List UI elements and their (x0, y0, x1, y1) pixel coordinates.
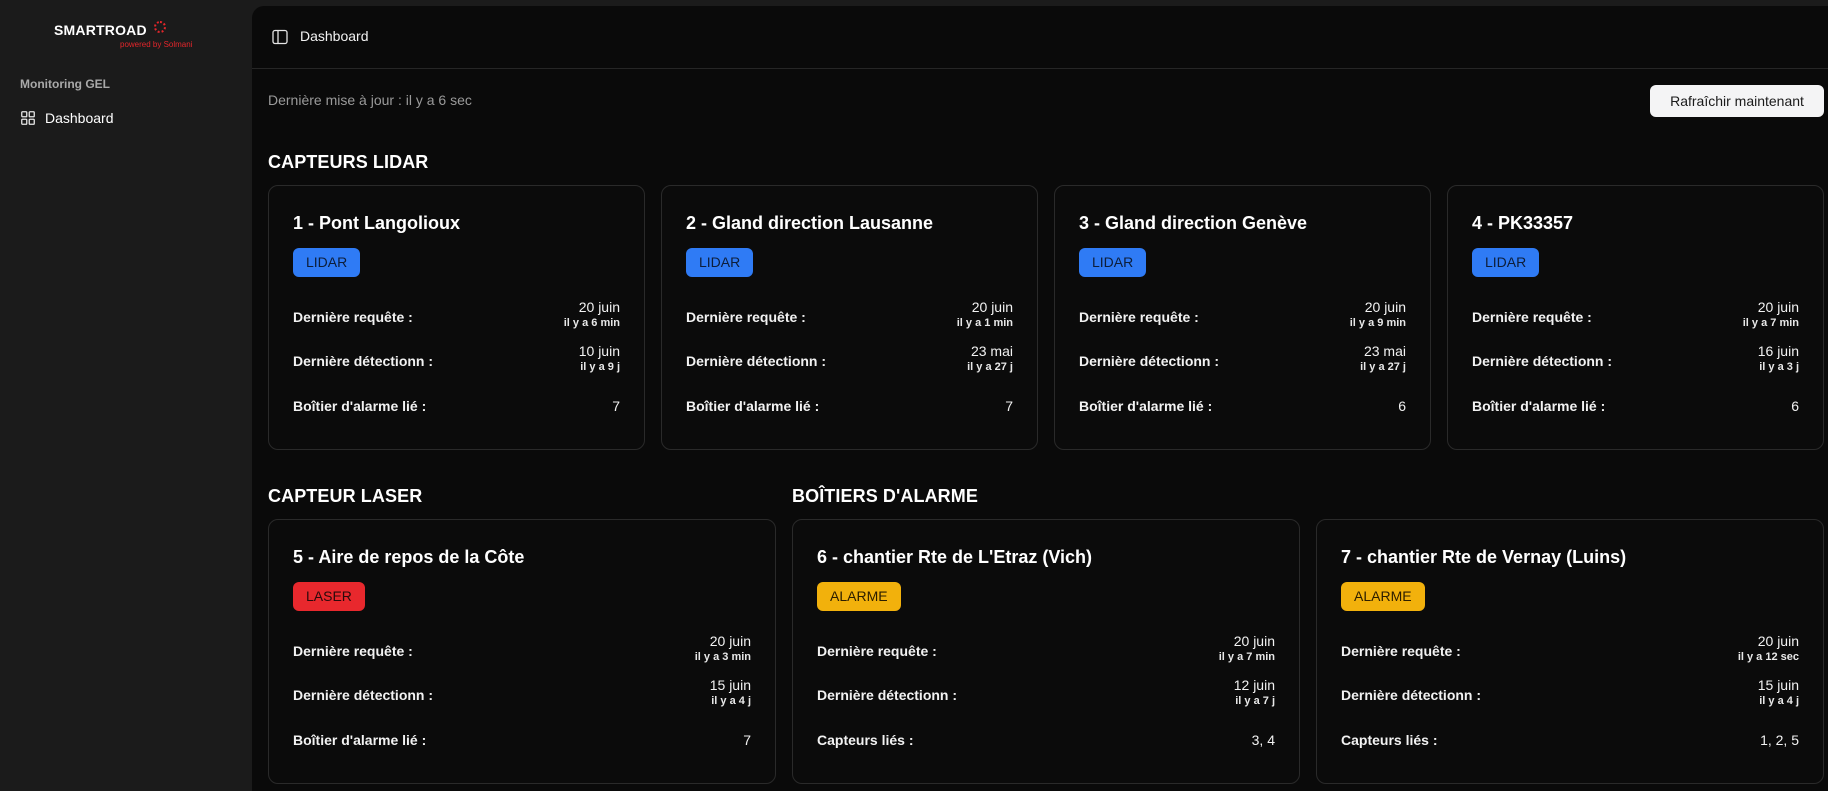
sidebar-item-label: Dashboard (45, 110, 114, 126)
row-date: 23 mai (1363, 343, 1406, 359)
row-value: 6 (1398, 398, 1406, 414)
brand-tagline: powered by Solmani (120, 40, 193, 49)
row-value: 7 (612, 398, 620, 414)
smartroad-logo: SMARTROAD powered by Solmani (54, 20, 204, 56)
row-relative-time: il y a 1 min (956, 317, 1013, 329)
row-label: Boîtier d'alarme lié : (686, 398, 820, 414)
sensor-card-4[interactable]: 4 - PK33357 LIDAR Dernière requête : 20 jui… (1447, 185, 1824, 450)
row-date: 20 juin (709, 633, 751, 649)
row-value: 7 (743, 732, 751, 748)
row-relative-time: il y a 27 j (967, 361, 1013, 373)
row-label: Boîtier d'alarme lié : (1472, 398, 1606, 414)
card-title: 7 - chantier Rte de Vernay (Luins) (1341, 547, 1627, 567)
sidebar: SMARTROAD powered by Solmani Monitoring … (0, 0, 252, 791)
card-title: 3 - Gland direction Genève (1079, 213, 1308, 233)
alarm-card-7[interactable]: 7 - chantier Rte de Vernay (Luins) ALARME… (1316, 519, 1824, 784)
type-badge: LASER (293, 582, 365, 611)
row-label: Dernière détectionn : (1472, 353, 1613, 369)
sidebar-group-label: Monitoring GEL (20, 77, 110, 91)
row-date: 10 juin (578, 343, 620, 359)
row-label: Dernière requête : (293, 643, 413, 659)
row-date: 23 mai (970, 343, 1013, 359)
main-panel: Dashboard Dernière mise à jour : il y a … (252, 6, 1828, 791)
type-badge: ALARME (1341, 582, 1425, 611)
row-label: Dernière requête : (293, 309, 413, 325)
section-title-alarm: BOÎTIERS D'ALARME (792, 486, 978, 506)
row-relative-time: il y a 7 j (1235, 695, 1275, 707)
row-date: 20 juin (1757, 299, 1799, 315)
row-value: 6 (1791, 398, 1799, 414)
row-relative-time: il y a 9 min (1349, 317, 1406, 329)
row-date: 20 juin (1757, 633, 1799, 649)
row-relative-time: il y a 7 min (1218, 651, 1275, 663)
row-relative-time: il y a 4 j (711, 695, 751, 707)
row-relative-time: il y a 7 min (1742, 317, 1799, 329)
type-badge: LIDAR (686, 248, 754, 277)
row-date: 20 juin (971, 299, 1013, 315)
type-badge: LIDAR (1472, 248, 1540, 277)
row-value: 7 (1005, 398, 1013, 414)
sidebar-toggle-icon[interactable] (272, 29, 288, 45)
row-relative-time: il y a 4 j (1759, 695, 1799, 707)
alarm-card-6[interactable]: 6 - chantier Rte de L'Etraz (Vich) ALARME… (792, 519, 1300, 784)
row-label: Capteurs liés : (1341, 732, 1438, 748)
sensor-card-1[interactable]: 1 - Pont Langolioux LIDAR Dernière requête… (268, 185, 645, 450)
section-title-lidar: CAPTEURS LIDAR (268, 152, 429, 172)
brand-name: SMARTROAD (54, 22, 147, 38)
row-label: Dernière détectionn : (817, 687, 958, 703)
row-label: Dernière requête : (817, 643, 937, 659)
row-value: 1, 2, 5 (1760, 732, 1799, 748)
row-date: 20 juin (578, 299, 620, 315)
row-label: Dernière requête : (1341, 643, 1461, 659)
row-label: Dernière requête : (686, 309, 806, 325)
row-relative-time: il y a 6 min (563, 317, 620, 329)
row-value: 3, 4 (1251, 732, 1275, 748)
row-label: Dernière détectionn : (686, 353, 827, 369)
card-title: 5 - Aire de repos de la Côte (293, 547, 525, 567)
sensor-card-5[interactable]: 5 - Aire de repos de la Côte LASER Dernièr… (268, 519, 776, 784)
card-title: 2 - Gland direction Lausanne (686, 213, 934, 233)
row-label: Dernière détectionn : (293, 687, 434, 703)
row-label: Dernière détectionn : (293, 353, 434, 369)
row-label: Boîtier d'alarme lié : (293, 398, 427, 414)
type-badge: ALARME (817, 582, 901, 611)
row-label: Dernière détectionn : (1079, 353, 1220, 369)
row-relative-time: il y a 3 j (1759, 361, 1799, 373)
row-date: 20 juin (1364, 299, 1406, 315)
topbar: Dashboard (252, 6, 1828, 69)
type-badge: LIDAR (1079, 248, 1147, 277)
row-relative-time: il y a 12 sec (1737, 651, 1799, 663)
row-label: Capteurs liés : (817, 732, 914, 748)
card-title: 6 - chantier Rte de L'Etraz (Vich) (817, 547, 1093, 567)
type-badge: LIDAR (293, 248, 361, 277)
card-title: 1 - Pont Langolioux (293, 213, 460, 233)
row-date: 12 juin (1233, 677, 1275, 693)
row-label: Dernière requête : (1079, 309, 1199, 325)
refresh-button[interactable]: Rafraîchir maintenant (1650, 85, 1824, 117)
grid-icon (21, 111, 35, 125)
sidebar-item-dashboard[interactable]: Dashboard (12, 104, 238, 132)
row-label: Boîtier d'alarme lié : (1079, 398, 1213, 414)
row-relative-time: il y a 9 j (580, 361, 620, 373)
last-update-text: Dernière mise à jour : il y a 6 sec (268, 92, 472, 108)
sensor-card-3[interactable]: 3 - Gland direction Genève LIDAR Dernière … (1054, 185, 1431, 450)
row-label: Dernière requête : (1472, 309, 1592, 325)
logo-ring-icon (154, 21, 166, 33)
section-title-laser: CAPTEUR LASER (268, 486, 423, 506)
sensor-card-2[interactable]: 2 - Gland direction Lausanne LIDAR Dernièr… (661, 185, 1038, 450)
card-title: 4 - PK33357 (1472, 213, 1574, 233)
row-label: Dernière détectionn : (1341, 687, 1482, 703)
row-relative-time: il y a 27 j (1360, 361, 1406, 373)
row-date: 16 juin (1757, 343, 1799, 359)
row-date: 15 juin (709, 677, 751, 693)
row-label: Boîtier d'alarme lié : (293, 732, 427, 748)
row-date: 20 juin (1233, 633, 1275, 649)
row-relative-time: il y a 3 min (694, 651, 751, 663)
breadcrumb: Dashboard (300, 28, 369, 44)
row-date: 15 juin (1757, 677, 1799, 693)
